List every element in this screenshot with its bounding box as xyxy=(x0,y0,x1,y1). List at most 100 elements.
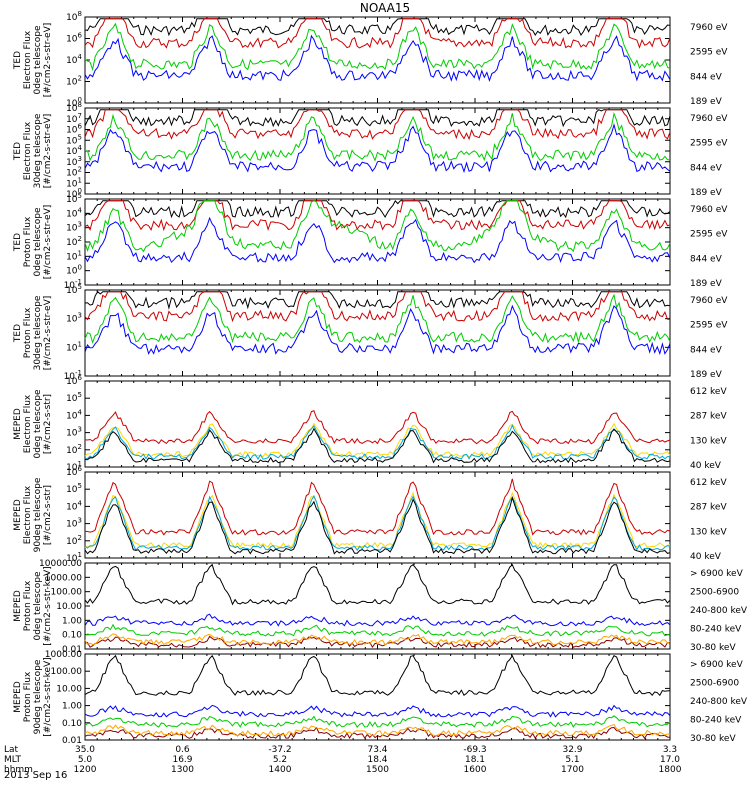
y-tick-label: 108 xyxy=(66,101,82,114)
series-trace xyxy=(84,422,671,458)
y-tick-label: 104 xyxy=(66,408,82,421)
legend-entry: 287 keV xyxy=(690,412,727,422)
y-axis-label-line: [#/cm2-s-str] xyxy=(43,394,53,454)
legend-entry: 30-80 keV xyxy=(690,643,736,653)
y-axis-label-line: TED xyxy=(13,233,23,252)
series-trace xyxy=(84,111,671,162)
series-trace xyxy=(84,293,671,344)
x-axis-group: Lat 35.0 0.6 -37.2 73.4 -69.3 32.9 3.3 MLT 5.0 16.… xyxy=(4,745,682,775)
y-tick-label: 100 xyxy=(66,264,82,277)
series-trace xyxy=(84,409,671,445)
y-tick-label: 0.01 xyxy=(62,645,82,655)
y-tick-label: 1.00 xyxy=(62,616,82,626)
x-axis-lat-label: 0.6 xyxy=(175,745,190,755)
legend-entry: 30-80 keV xyxy=(690,734,736,744)
y-axis-label-line: Electron Flux xyxy=(23,30,33,89)
y-axis-label-line: Electron Flux xyxy=(23,121,33,180)
x-axis-mlt-label: 5.2 xyxy=(273,755,287,765)
y-axis-label-line: [#/cm2-s-str-keV] xyxy=(43,566,53,645)
y-axis-label-line: 90deg telescope xyxy=(33,659,43,734)
date-label: 2013 Sep 16 xyxy=(4,770,67,781)
y-axis-label-line: 0deg telescope xyxy=(33,571,43,641)
y-tick-label: 101 xyxy=(66,460,82,473)
x-axis-row-label: MLT xyxy=(4,755,22,765)
y-tick-label: 104 xyxy=(66,144,82,157)
y-axis-label-line: Proton Flux xyxy=(23,671,33,722)
y-tick-label: 105 xyxy=(66,192,82,205)
y-tick-label: 0.10 xyxy=(62,631,82,641)
y-tick-label: 102 xyxy=(66,166,82,179)
x-axis-mlt-label: 17.0 xyxy=(660,755,680,765)
legend-entry: 2500-6900 xyxy=(690,679,739,689)
y-tick-label: 107 xyxy=(66,112,82,125)
series-trace xyxy=(84,495,671,555)
legend-entry: 2500-6900 xyxy=(690,588,739,598)
y-tick-label: 105 xyxy=(66,283,82,296)
legend-entry: 7960 eV xyxy=(690,296,728,306)
legend-entry: 80-240 keV xyxy=(690,625,742,635)
x-axis-mlt-label: 5.1 xyxy=(565,755,579,765)
series-trace xyxy=(84,200,671,253)
y-tick-label: 1.00 xyxy=(62,702,82,712)
y-axis-label-line: 0deg telescope xyxy=(33,207,43,277)
y-tick-label: 106 xyxy=(66,123,82,136)
legend-entry: 130 keV xyxy=(690,527,727,537)
legend-entry: 2595 eV xyxy=(690,48,728,58)
y-tick-label: 106 xyxy=(66,32,82,45)
legend-entry: 7960 eV xyxy=(690,114,728,124)
panel-frame xyxy=(84,562,671,650)
legend-entry: 7960 eV xyxy=(690,23,728,33)
series-trace xyxy=(84,654,671,697)
series-trace xyxy=(84,478,671,536)
y-tick-label: 100 xyxy=(66,187,82,200)
y-axis-label-line: Proton Flux xyxy=(23,307,33,358)
y-axis-label-line: Proton Flux xyxy=(23,216,33,267)
series-trace xyxy=(84,34,671,82)
y-tick-label: 104 xyxy=(66,53,82,66)
series-trace xyxy=(84,424,671,461)
y-axis-label-line: MEPED xyxy=(13,408,23,440)
legend-entry: 189 eV xyxy=(690,279,723,289)
y-axis-label-line: 30deg telescope xyxy=(33,113,43,188)
y-axis-label-line: [#/cm2-s-str-eV] xyxy=(43,114,53,189)
y-axis-label-line: TED xyxy=(13,51,23,70)
series-trace xyxy=(84,633,671,646)
y-axis-label-line: TED xyxy=(13,324,23,343)
legend-entry: 130 keV xyxy=(690,436,727,446)
y-axis-label-line: [#/cm2-s-str-eV] xyxy=(43,296,53,371)
panel-frame xyxy=(84,16,671,104)
y-axis-label-line: 0deg telescope xyxy=(33,25,43,95)
y-tick-label: 103 xyxy=(66,221,82,234)
y-axis-label-line: [#/cm2-s-str-keV] xyxy=(43,657,53,736)
y-tick-label: 102 xyxy=(66,235,82,248)
y-tick-label: 103 xyxy=(66,517,82,530)
y-tick-label: 102 xyxy=(66,75,82,88)
x-axis-lat-label: 73.4 xyxy=(367,745,387,755)
legend-entry: 2595 eV xyxy=(690,139,728,149)
legend-entry: > 6900 keV xyxy=(690,569,744,579)
series-trace xyxy=(84,200,671,219)
y-axis-label-line: TED xyxy=(13,142,23,161)
x-axis-lat-label: 3.3 xyxy=(663,745,677,755)
legend-entry: 612 keV xyxy=(690,387,727,397)
y-tick-label: 10-1 xyxy=(64,278,82,291)
series-trace xyxy=(84,715,671,728)
legend-entry: 844 eV xyxy=(690,72,723,82)
panel-1: 100 102 104 106 108 TED Electron Flux 0deg tele… xyxy=(13,10,728,109)
plot-title: NOAA15 xyxy=(360,1,410,15)
series-trace xyxy=(84,200,671,232)
x-axis-hhmm-label: 1700 xyxy=(561,765,584,775)
series-trace xyxy=(84,123,671,174)
x-axis-hhmm-label: 1600 xyxy=(464,765,487,775)
series-trace xyxy=(84,613,671,627)
x-axis-lat-label: -69.3 xyxy=(463,745,486,755)
y-axis-label-line: [#/cm2-s-str-eV] xyxy=(43,23,53,98)
y-tick-label: 103 xyxy=(66,312,82,325)
y-axis-label-line: Electron Flux xyxy=(23,394,33,453)
series-trace xyxy=(84,109,671,141)
y-tick-label: 105 xyxy=(66,133,82,146)
y-axis-label-line: MEPED xyxy=(13,590,23,622)
series-trace xyxy=(84,623,671,637)
